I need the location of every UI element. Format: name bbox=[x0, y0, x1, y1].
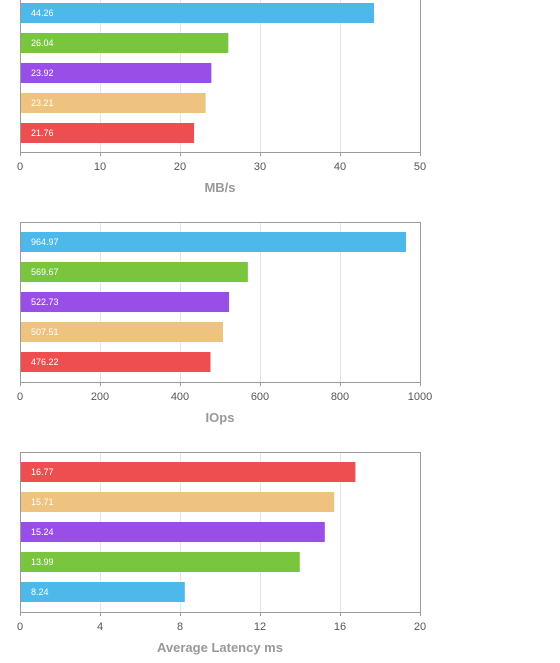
iops-tick-label: 200 bbox=[91, 391, 109, 403]
iops-plot-frame bbox=[20, 222, 421, 383]
latency-chart-svg: 0 4 8 12 16 20 16.77 15.71 15.24 13.99 8.24 Average… bbox=[17, 452, 426, 655]
throughput-tick-label: 40 bbox=[334, 161, 346, 173]
throughput-bar bbox=[21, 93, 206, 113]
iops-axis-title: IOps bbox=[206, 410, 235, 425]
throughput-axis-title: MB/s bbox=[204, 180, 235, 195]
latency-tick-label: 12 bbox=[254, 621, 266, 633]
throughput-chart-svg: 0 10 20 30 40 50 44.26 26.04 23.92 23.21 21.76 MB/s bbox=[17, 0, 426, 195]
latency-bar-label: 15.24 bbox=[31, 527, 54, 537]
latency-bar-label: 15.71 bbox=[31, 497, 54, 507]
latency-bar bbox=[21, 492, 335, 512]
latency-bar bbox=[21, 462, 356, 482]
throughput-tick-label: 20 bbox=[174, 161, 186, 173]
latency-tick-label: 20 bbox=[414, 621, 426, 633]
iops-bar bbox=[21, 232, 406, 252]
iops-tick-label: 600 bbox=[251, 391, 269, 403]
throughput-bar bbox=[21, 123, 195, 143]
latency-tick-label: 8 bbox=[177, 621, 183, 633]
iops-chart-svg: 0 200 400 600 800 1000 964.97 569.67 522.73 507.5… bbox=[17, 222, 432, 425]
throughput-bar-label: 26.04 bbox=[31, 38, 54, 48]
throughput-plot-frame bbox=[20, 0, 421, 153]
iops-bar bbox=[21, 292, 230, 312]
throughput-tick-label: 10 bbox=[94, 161, 106, 173]
iops-bar bbox=[21, 262, 248, 282]
latency-plot-frame bbox=[20, 452, 421, 613]
iops-bar-label: 476.22 bbox=[31, 357, 59, 367]
latency-tick-label: 16 bbox=[334, 621, 346, 633]
iops-chart: 0 200 400 600 800 1000 964.97 569.67 522.73 507.5… bbox=[0, 222, 560, 427]
iops-tick-label: 800 bbox=[331, 391, 349, 403]
latency-bar bbox=[21, 552, 300, 572]
throughput-bar-label: 21.76 bbox=[31, 128, 54, 138]
iops-bar-label: 964.97 bbox=[31, 237, 59, 247]
iops-tick-label: 0 bbox=[17, 391, 23, 403]
latency-tick-label: 0 bbox=[17, 621, 23, 633]
iops-tick-label: 1000 bbox=[408, 391, 432, 403]
latency-tick-label: 4 bbox=[97, 621, 103, 633]
latency-bar bbox=[21, 522, 325, 542]
latency-bar bbox=[21, 582, 185, 602]
iops-tick-label: 400 bbox=[171, 391, 189, 403]
latency-bar-label: 16.77 bbox=[31, 467, 54, 477]
iops-bar-label: 507.51 bbox=[31, 327, 59, 337]
latency-chart: 0 4 8 12 16 20 16.77 15.71 15.24 13.99 8.24 Average… bbox=[0, 452, 560, 657]
throughput-bar bbox=[21, 33, 229, 53]
latency-bar-label: 13.99 bbox=[31, 557, 54, 567]
throughput-bar-label: 23.21 bbox=[31, 98, 54, 108]
throughput-bar bbox=[21, 3, 375, 23]
throughput-bar-label: 23.92 bbox=[31, 68, 54, 78]
throughput-bar-label: 44.26 bbox=[31, 8, 54, 18]
throughput-tick-label: 50 bbox=[414, 161, 426, 173]
throughput-chart: 0 10 20 30 40 50 44.26 26.04 23.92 23.21 21.76 MB/s bbox=[0, 0, 560, 200]
iops-bar-label: 522.73 bbox=[31, 297, 59, 307]
throughput-tick-label: 30 bbox=[254, 161, 266, 173]
iops-bar bbox=[21, 322, 224, 342]
iops-bar-label: 569.67 bbox=[31, 267, 59, 277]
iops-bar bbox=[21, 352, 211, 372]
throughput-bar bbox=[21, 63, 212, 83]
latency-axis-title: Average Latency ms bbox=[157, 640, 283, 655]
latency-bar-label: 8.24 bbox=[31, 587, 49, 597]
throughput-tick-label: 0 bbox=[17, 161, 23, 173]
